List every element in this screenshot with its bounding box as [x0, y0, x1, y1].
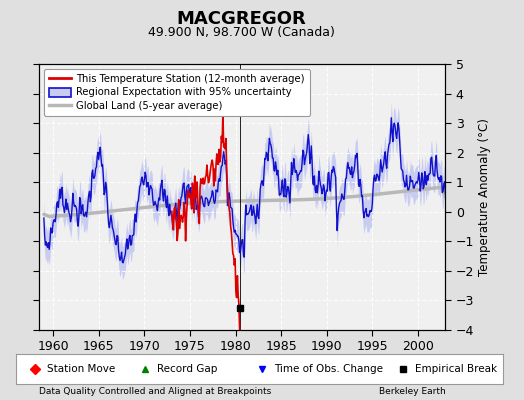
Text: Empirical Break: Empirical Break: [416, 364, 497, 374]
Y-axis label: Temperature Anomaly (°C): Temperature Anomaly (°C): [478, 118, 492, 276]
Text: 49.900 N, 98.700 W (Canada): 49.900 N, 98.700 W (Canada): [148, 26, 334, 39]
Text: MACGREGOR: MACGREGOR: [176, 10, 306, 28]
Text: Time of Obs. Change: Time of Obs. Change: [274, 364, 383, 374]
Legend: This Temperature Station (12-month average), Regional Expectation with 95% uncer: This Temperature Station (12-month avera…: [45, 69, 310, 116]
Text: Station Move: Station Move: [47, 364, 116, 374]
Text: Data Quality Controlled and Aligned at Breakpoints: Data Quality Controlled and Aligned at B…: [39, 387, 271, 396]
Text: Berkeley Earth: Berkeley Earth: [379, 387, 445, 396]
Text: Record Gap: Record Gap: [157, 364, 217, 374]
